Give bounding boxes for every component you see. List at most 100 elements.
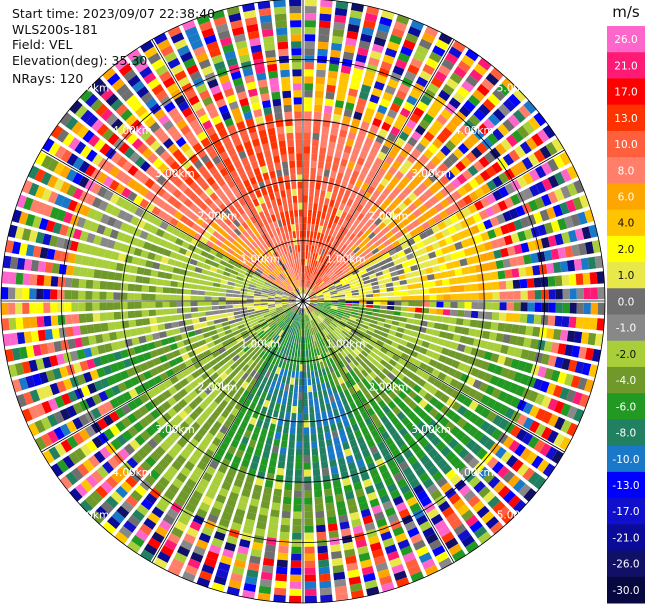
velocity-gate bbox=[395, 263, 404, 270]
velocity-gate bbox=[367, 130, 377, 141]
velocity-gate bbox=[189, 520, 202, 532]
velocity-gate bbox=[99, 302, 107, 311]
velocity-gate bbox=[342, 314, 350, 319]
velocity-gate bbox=[352, 358, 360, 367]
velocity-gate bbox=[276, 276, 283, 282]
velocity-gate bbox=[172, 113, 184, 124]
velocity-gate bbox=[338, 360, 345, 368]
velocity-gate bbox=[243, 111, 253, 121]
velocity-gate bbox=[345, 555, 357, 565]
velocity-gate bbox=[294, 378, 299, 386]
velocity-gate bbox=[307, 306, 313, 312]
velocity-gate bbox=[356, 389, 364, 399]
velocity-gate bbox=[550, 342, 560, 354]
velocity-gate bbox=[324, 296, 332, 299]
velocity-gate bbox=[271, 283, 279, 288]
velocity-gate bbox=[378, 372, 387, 381]
velocity-gate bbox=[18, 242, 28, 256]
velocity-gate bbox=[232, 343, 241, 351]
velocity-gate bbox=[345, 298, 353, 301]
velocity-gate bbox=[310, 299, 318, 301]
velocity-gate bbox=[263, 106, 273, 116]
velocity-gate bbox=[256, 521, 267, 530]
velocity-gate bbox=[308, 314, 312, 321]
velocity-gate bbox=[345, 303, 353, 306]
velocity-gate bbox=[467, 94, 481, 107]
velocity-gate bbox=[297, 321, 300, 329]
velocity-gate bbox=[425, 365, 435, 374]
velocity-gate bbox=[235, 317, 243, 323]
velocity-gate bbox=[230, 231, 238, 240]
velocity-gate bbox=[338, 343, 346, 350]
velocity-gate bbox=[174, 334, 183, 342]
velocity-gate bbox=[393, 396, 402, 405]
velocity-gate bbox=[468, 328, 477, 337]
velocity-gate bbox=[250, 207, 258, 216]
velocity-gate bbox=[212, 310, 220, 315]
velocity-gate bbox=[539, 443, 552, 457]
velocity-gate bbox=[115, 394, 126, 406]
velocity-gate bbox=[487, 229, 497, 240]
velocity-gate bbox=[292, 511, 302, 519]
velocity-gate bbox=[32, 344, 42, 357]
velocity-gate bbox=[309, 406, 315, 414]
velocity-gate bbox=[361, 426, 370, 436]
velocity-gate bbox=[359, 298, 367, 301]
velocity-gate bbox=[329, 236, 335, 245]
velocity-gate bbox=[104, 203, 115, 215]
velocity-gate bbox=[163, 315, 171, 323]
velocity-gate bbox=[296, 335, 300, 344]
velocity-gate bbox=[307, 306, 312, 313]
velocity-gate bbox=[281, 397, 287, 406]
velocity-gate bbox=[395, 332, 404, 339]
velocity-gate bbox=[27, 422, 40, 437]
velocity-gate bbox=[460, 373, 470, 383]
velocity-gate bbox=[278, 274, 284, 281]
velocity-gate bbox=[177, 545, 191, 557]
velocity-gate bbox=[274, 481, 283, 490]
velocity-gate bbox=[189, 336, 198, 344]
velocity-gate bbox=[382, 405, 391, 415]
velocity-gate bbox=[366, 301, 374, 305]
velocity-gate bbox=[176, 154, 188, 165]
velocity-gate bbox=[243, 140, 253, 150]
velocity-gate bbox=[127, 74, 141, 88]
velocity-gate bbox=[339, 332, 347, 339]
velocity-gate bbox=[324, 277, 331, 284]
velocity-gate bbox=[435, 551, 449, 563]
velocity-gate bbox=[212, 244, 221, 252]
velocity-gate bbox=[322, 291, 330, 295]
velocity-gate bbox=[271, 199, 277, 208]
velocity-gate bbox=[513, 347, 523, 358]
velocity-gate bbox=[116, 156, 128, 168]
velocity-gate bbox=[418, 119, 430, 130]
velocity-gate bbox=[74, 388, 85, 400]
velocity-gate bbox=[491, 203, 502, 215]
velocity-gate bbox=[76, 463, 90, 477]
velocity-gate bbox=[216, 327, 224, 334]
velocity-gate bbox=[156, 198, 166, 209]
velocity-gate bbox=[544, 367, 554, 380]
velocity-gate bbox=[356, 97, 367, 107]
velocity-gate bbox=[217, 562, 231, 572]
velocity-gate bbox=[285, 308, 292, 314]
velocity-gate bbox=[272, 334, 278, 341]
velocity-gate bbox=[320, 353, 326, 362]
velocity-gate bbox=[443, 217, 453, 227]
velocity-gate bbox=[139, 479, 152, 492]
velocity-gate bbox=[380, 247, 388, 255]
velocity-gate bbox=[279, 273, 286, 280]
velocity-gate bbox=[406, 355, 416, 364]
velocity-gate bbox=[402, 466, 413, 477]
velocity-gate bbox=[43, 315, 52, 327]
velocity-gate bbox=[343, 389, 351, 398]
velocity-gate bbox=[314, 334, 318, 342]
velocity-gate bbox=[461, 207, 472, 218]
velocity-gate bbox=[304, 125, 312, 133]
velocity-gate bbox=[120, 243, 129, 253]
velocity-gate bbox=[554, 233, 564, 246]
velocity-gate bbox=[309, 188, 315, 196]
velocity-gate bbox=[109, 397, 120, 409]
velocity-gate bbox=[65, 420, 78, 433]
velocity-gate bbox=[265, 240, 271, 248]
